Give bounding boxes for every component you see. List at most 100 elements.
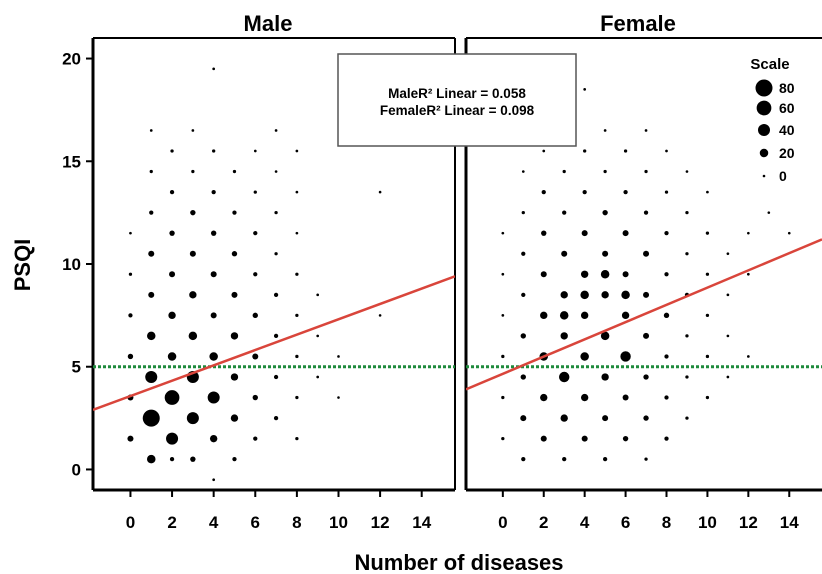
female-point xyxy=(540,393,548,402)
female-point xyxy=(501,354,505,359)
male-point xyxy=(168,311,176,320)
y-tick-label-0: 0 xyxy=(72,460,81,479)
female-point xyxy=(623,189,628,195)
female-point xyxy=(540,435,547,442)
x-tick-label-10: 10 xyxy=(698,513,717,532)
male-point xyxy=(186,412,199,425)
female-point xyxy=(747,231,750,235)
male-point xyxy=(128,313,133,318)
male-point xyxy=(209,434,218,443)
female-point xyxy=(621,290,630,300)
female-point xyxy=(600,331,610,341)
female-point xyxy=(562,457,567,462)
female-point xyxy=(602,209,608,216)
male-point xyxy=(273,292,279,297)
female-point xyxy=(501,314,505,317)
male-point xyxy=(230,414,239,422)
female-point xyxy=(705,395,710,400)
female-point xyxy=(747,355,750,358)
female-point xyxy=(582,189,587,195)
male-point xyxy=(295,313,299,318)
male-fit-line xyxy=(93,275,455,412)
male-point xyxy=(190,456,196,462)
male-point xyxy=(212,478,216,482)
male-point xyxy=(127,435,134,442)
size-legend-label: 0 xyxy=(779,168,787,184)
male-point xyxy=(252,312,258,319)
female-point xyxy=(643,291,650,298)
size-legend-title: Scale xyxy=(750,56,789,73)
male-point xyxy=(170,149,174,153)
male-point xyxy=(273,415,279,421)
female-point xyxy=(643,374,649,380)
female-point xyxy=(685,334,689,338)
female-point xyxy=(685,252,689,256)
male-point xyxy=(169,271,176,278)
female-point xyxy=(583,88,587,91)
female-point xyxy=(600,270,610,279)
plot-layer: Male 0 2 4 6 8 10 12 14 0 5 10 15 20 Female 0 2 4 6 8 10 12 14… xyxy=(62,11,822,532)
female-point xyxy=(562,169,566,174)
male-point xyxy=(253,149,257,153)
female-point xyxy=(705,272,710,276)
female-point xyxy=(580,290,589,300)
female-point xyxy=(706,190,709,194)
size-legend-label: 60 xyxy=(779,100,795,116)
male-point xyxy=(169,457,175,462)
male-point xyxy=(378,314,382,317)
female-point xyxy=(767,211,771,214)
female-point xyxy=(520,333,526,339)
male-point xyxy=(212,67,216,71)
male-point xyxy=(295,395,299,400)
female-point xyxy=(583,149,587,153)
female-point xyxy=(521,292,526,297)
male-point xyxy=(189,291,197,299)
female-point xyxy=(559,311,569,320)
male-point xyxy=(149,129,153,132)
female-point xyxy=(602,415,609,422)
female-point xyxy=(603,129,607,132)
female-point xyxy=(663,312,670,319)
female-point xyxy=(521,251,526,256)
x-tick-label-6: 6 xyxy=(621,513,630,532)
male-point xyxy=(295,149,299,153)
x-tick-label-0: 0 xyxy=(126,513,135,532)
male-point xyxy=(337,355,340,358)
female-point xyxy=(501,272,505,276)
female-point xyxy=(726,375,730,379)
male-point xyxy=(210,271,217,278)
y-tick-label-10: 10 xyxy=(62,255,81,274)
female-point xyxy=(521,170,525,173)
male-point xyxy=(230,332,239,340)
male-point xyxy=(191,129,195,132)
x-tick-label-4: 4 xyxy=(580,513,590,532)
male-point xyxy=(274,129,278,132)
female-point xyxy=(580,393,589,402)
size-legend: Scale 80 60 40 20 0 xyxy=(750,56,794,184)
female-point xyxy=(603,457,608,462)
size-legend-marker xyxy=(756,100,772,116)
male-point xyxy=(274,170,278,173)
female-point xyxy=(561,250,568,257)
female-point xyxy=(541,189,546,195)
female-point xyxy=(705,354,710,359)
size-legend-marker xyxy=(759,148,769,158)
female-point xyxy=(620,351,631,362)
male-point xyxy=(273,374,279,380)
x-tick-label-14: 14 xyxy=(780,513,799,532)
female-point xyxy=(643,332,650,339)
female-point xyxy=(747,272,750,276)
female-point xyxy=(521,457,526,462)
female-point xyxy=(602,250,609,257)
female-point xyxy=(665,149,668,153)
y-tick-label-20: 20 xyxy=(62,50,81,69)
female-point xyxy=(685,375,689,379)
female-point xyxy=(622,271,629,278)
female-point xyxy=(542,149,546,153)
x-tick-label-6: 6 xyxy=(251,513,260,532)
female-panel: Female 0 2 4 6 8 10 12 14 xyxy=(464,11,822,532)
male-point xyxy=(209,352,218,361)
female-data-area xyxy=(466,88,822,462)
size-legend-label: 80 xyxy=(779,80,795,96)
